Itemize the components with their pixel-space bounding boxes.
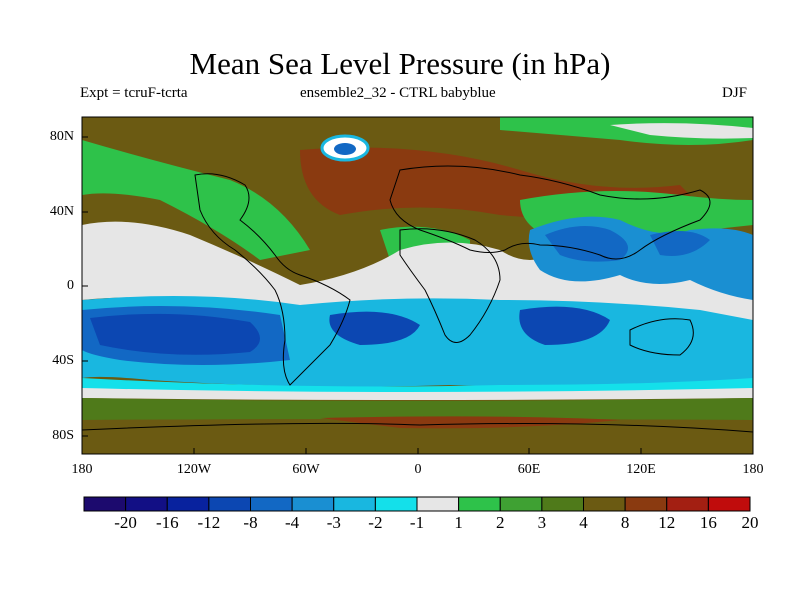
- season-label: DJF: [722, 85, 748, 101]
- colorbar-swatch: [666, 496, 709, 512]
- contour-north-pacific-green: [82, 140, 310, 260]
- lon-label: 120E: [626, 462, 656, 477]
- lat-label: 40N: [49, 204, 74, 219]
- colorbar: [83, 496, 751, 512]
- colorbar-swatch: [499, 496, 543, 512]
- colorbar-label: 1: [454, 513, 463, 532]
- contour-south-atlantic-dark: [329, 311, 420, 345]
- contour-south-indian-dark: [519, 306, 610, 345]
- contour-south-neutral: [82, 388, 753, 400]
- lat-label: 80N: [49, 129, 74, 144]
- coastlines: [82, 165, 753, 433]
- contour-wpac-dark: [650, 231, 710, 256]
- colorbar-label: -16: [155, 513, 179, 532]
- colorbar-label: -20: [114, 513, 137, 532]
- colorbar-label: -4: [285, 513, 300, 532]
- colorbar-swatch: [374, 496, 418, 512]
- colorbar-label: 3: [537, 513, 547, 532]
- colorbar-swatch: [208, 496, 252, 512]
- colorbar-swatch: [125, 496, 168, 512]
- colorbar-swatch: [416, 496, 460, 512]
- chart-title: Mean Sea Level Pressure (in hPa): [189, 46, 611, 81]
- colorbar-label: 16: [699, 513, 717, 532]
- contour-indian-dark: [545, 226, 628, 262]
- colorbar-swatch: [707, 496, 751, 512]
- colorbar-swatch: [291, 496, 335, 512]
- lat-label: 80S: [52, 428, 74, 443]
- ensemble-label: ensemble2_32 - CTRL babyblue: [300, 85, 496, 101]
- axis-ticks: [82, 136, 642, 454]
- colorbar-swatch: [624, 496, 668, 512]
- lon-label: 120W: [176, 462, 212, 477]
- lat-label: 0: [67, 278, 74, 293]
- contour-south-lightcyan: [82, 378, 753, 395]
- contour-south-pacific-dark: [90, 313, 260, 355]
- colorbar-label: 4: [579, 513, 588, 532]
- contour-antarctic-darker: [320, 416, 620, 429]
- colorbar-swatch: [583, 496, 626, 512]
- lat-label: 40S: [52, 353, 74, 368]
- colorbar-label: -1: [409, 513, 425, 532]
- lon-label: 0: [414, 462, 422, 477]
- lon-label: 180: [71, 462, 93, 477]
- contour-arctic-neutral: [610, 123, 753, 139]
- colorbar-swatch: [333, 496, 376, 512]
- colorbar-label: -3: [326, 513, 341, 532]
- greenland-low-core: [334, 143, 356, 155]
- colorbar-label: 8: [620, 513, 630, 532]
- contour-antarctic-brown: [82, 419, 753, 454]
- colorbar-swatch: [250, 496, 293, 512]
- colorbar-label: 2: [496, 513, 505, 532]
- colorbar-label: -8: [243, 513, 258, 532]
- colorbar-label: 12: [658, 513, 676, 532]
- colorbar-swatch: [458, 496, 501, 512]
- colorbar-swatch: [541, 496, 585, 512]
- colorbar-label: -2: [368, 513, 383, 532]
- colorbar-swatch: [166, 496, 210, 512]
- colorbar-label: -12: [197, 513, 221, 532]
- experiment-label: Expt = tcruF-tcrta: [80, 85, 188, 101]
- lon-label: 60E: [517, 462, 541, 477]
- colorbar-label: 20: [741, 513, 759, 532]
- lon-label: 60W: [292, 462, 320, 477]
- colorbar-swatch: [83, 496, 127, 512]
- lon-label: 180: [742, 462, 764, 477]
- contour-antarctic-green: [82, 398, 753, 420]
